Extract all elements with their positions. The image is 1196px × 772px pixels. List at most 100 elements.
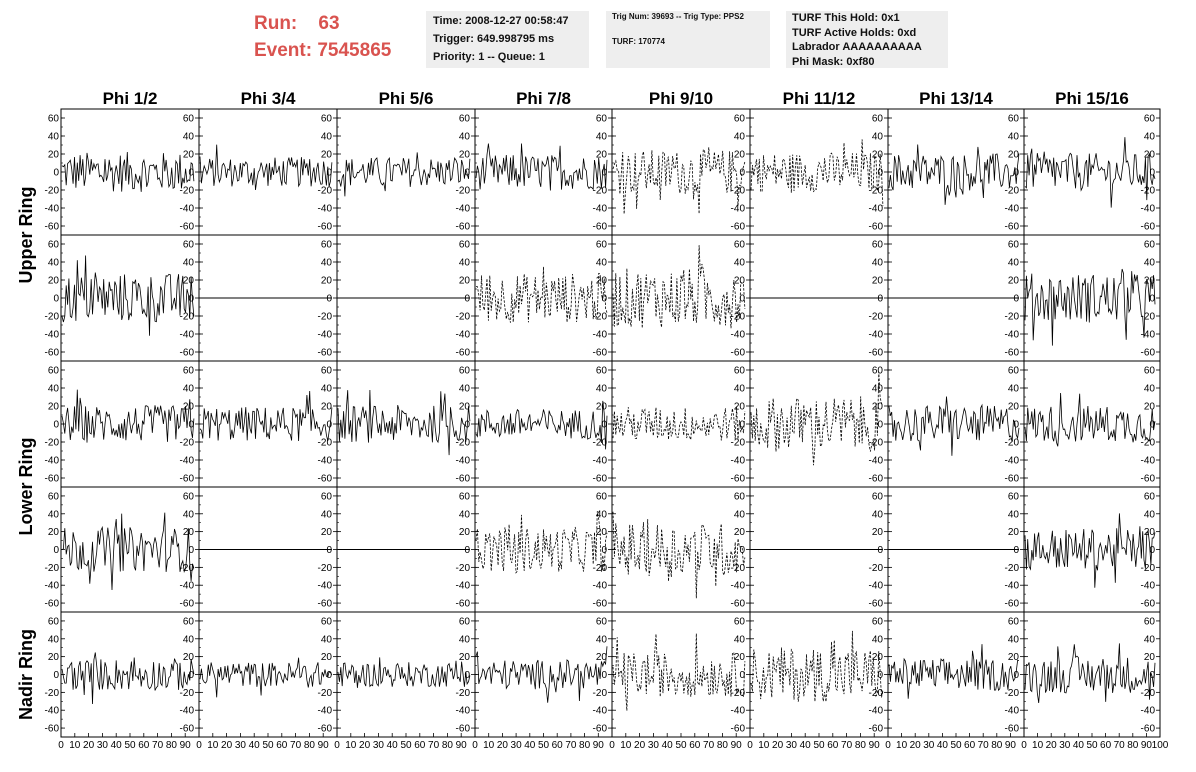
x-tick-label: 0: [196, 740, 202, 751]
x-tick-label: 0: [885, 740, 891, 751]
y-tick-label: 20: [1144, 652, 1156, 663]
y-tick-label: -40: [45, 456, 60, 467]
panel-frame: [611, 360, 751, 488]
y-tick-label: 60: [459, 114, 471, 125]
y-tick-label: 20: [734, 402, 746, 413]
waveform-trace: [475, 400, 608, 450]
y-tick-label: 0: [464, 168, 470, 179]
y-tick-label: 40: [1008, 258, 1020, 269]
y-tick-label: 0: [326, 294, 332, 305]
waveform-trace: [1024, 513, 1156, 588]
turf-this-hold-text: TURF This Hold: 0x1: [792, 12, 900, 24]
y-tick-label: 0: [53, 670, 59, 681]
y-tick-label: -20: [593, 186, 608, 197]
column-header: Phi 3/4: [241, 89, 296, 108]
y-tick-label: -60: [318, 474, 333, 485]
y-tick-label: 0: [877, 420, 883, 431]
x-tick-label: 50: [1086, 740, 1098, 751]
waveform-trace: [199, 390, 333, 442]
y-tick-label: -60: [731, 348, 746, 359]
y-tick-label: 60: [596, 491, 608, 502]
y-tick-label: 40: [459, 258, 471, 269]
waveform-trace: [61, 151, 195, 192]
y-tick-label: 0: [53, 545, 59, 556]
y-tick-label: -40: [456, 581, 471, 592]
y-tick-label: 40: [872, 384, 884, 395]
x-tick-label: 90: [180, 740, 192, 751]
waveform-trace: [612, 245, 746, 329]
waveform-trace: [750, 630, 884, 702]
waveform-trace: [1024, 137, 1156, 208]
y-tick-label: 20: [596, 402, 608, 413]
waveform-trace: [888, 144, 1020, 205]
y-tick-label: 40: [321, 258, 333, 269]
y-tick-label: 60: [1008, 114, 1020, 125]
trig-info-box: Trig Num: 39693 -- Trig Type: PPS2 TURF:…: [606, 11, 770, 68]
x-tick-label: 40: [937, 740, 949, 751]
y-tick-label: 40: [1144, 384, 1156, 395]
y-tick-label: 40: [1144, 132, 1156, 143]
waveform-trace: [1024, 392, 1156, 447]
y-tick-label: -60: [1005, 348, 1020, 359]
y-tick-label: 60: [459, 491, 471, 502]
y-tick-label: 40: [734, 509, 746, 520]
y-tick-label: -20: [1005, 186, 1020, 197]
waveform-panel: 60 40 20 0 -20 -40 -60: [336, 234, 476, 362]
y-tick-label: -20: [731, 312, 746, 323]
x-tick-label: 30: [235, 740, 247, 751]
x-tick-label: 30: [648, 740, 660, 751]
y-tick-label: -60: [593, 348, 608, 359]
y-tick-label: 40: [459, 509, 471, 520]
y-tick-label: -40: [456, 204, 471, 215]
y-tick-label: -60: [731, 222, 746, 233]
waveform-panel: 60 40 20 0 -20 -40 -60: [611, 108, 751, 236]
y-tick-label: 60: [596, 366, 608, 377]
waveform-panel: 60 40 20 0 -20 -40 -60: [611, 611, 751, 738]
y-tick-label: -60: [593, 724, 608, 735]
y-tick-label: -40: [180, 330, 195, 341]
y-tick-label: -40: [1141, 456, 1156, 467]
y-tick-label: 40: [321, 634, 333, 645]
waveform-panel: 60 40 20 0 -20 -40 -60: [1023, 360, 1161, 488]
y-tick-label: -40: [593, 706, 608, 717]
y-tick-label: 40: [1008, 509, 1020, 520]
x-tick-label: 80: [991, 740, 1003, 751]
waveform-panel: 60 40 20 0 -20 -40 -60: [887, 611, 1025, 738]
y-tick-label: -20: [1005, 312, 1020, 323]
waveform-trace: [888, 644, 1020, 699]
y-tick-label: -60: [1141, 348, 1156, 359]
event-value: 7545865: [317, 40, 392, 61]
x-tick-label: 0: [1021, 740, 1027, 751]
y-tick-label: 0: [601, 545, 607, 556]
y-tick-label: -40: [869, 456, 884, 467]
y-tick-label: 0: [1149, 420, 1155, 431]
y-tick-label: -60: [180, 724, 195, 735]
y-tick-label: -20: [593, 563, 608, 574]
y-tick-label: 40: [1008, 132, 1020, 143]
y-tick-label: -20: [1141, 563, 1156, 574]
y-tick-label: 40: [734, 132, 746, 143]
x-tick-label: 20: [83, 740, 95, 751]
y-tick-label: 20: [1144, 402, 1156, 413]
y-tick-label: 40: [183, 132, 195, 143]
panel-frame: [611, 234, 751, 362]
y-tick-label: 20: [734, 527, 746, 538]
y-tick-label: 60: [183, 114, 195, 125]
y-tick-label: 0: [739, 670, 745, 681]
x-tick-label: 40: [111, 740, 123, 751]
waveform-trace: [337, 389, 471, 456]
waveform-panel: 60 40 20 0 -20 -40 -60: [198, 234, 338, 362]
y-tick-label: -60: [1141, 474, 1156, 485]
y-tick-label: 60: [1144, 491, 1156, 502]
waveform-trace: [199, 144, 333, 191]
y-tick-label: 20: [1008, 276, 1020, 287]
y-tick-label: -60: [180, 474, 195, 485]
x-tick-label: 100: [1152, 740, 1169, 751]
y-tick-label: -60: [456, 724, 471, 735]
y-tick-label: -60: [45, 474, 60, 485]
waveform-trace: [199, 657, 333, 698]
y-tick-label: 20: [321, 527, 333, 538]
